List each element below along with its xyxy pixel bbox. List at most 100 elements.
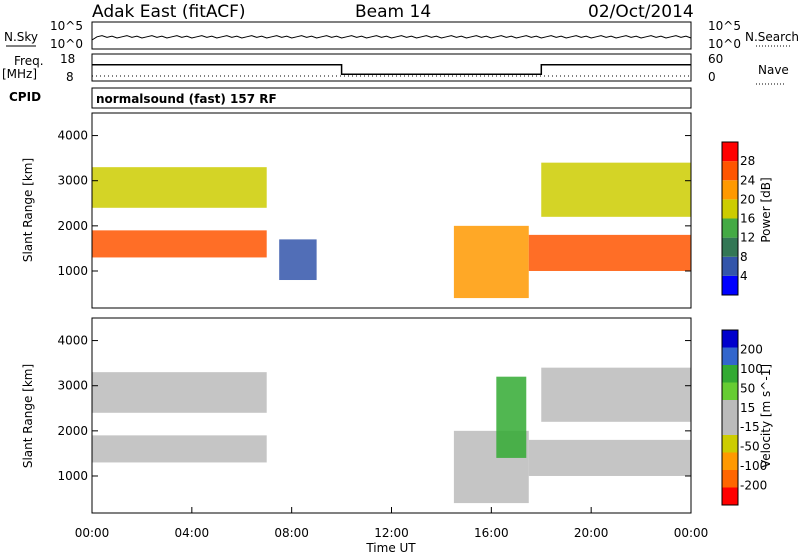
nsearch-label: N.Search [745,30,799,44]
colorbar-swatch [722,330,738,348]
colorbar-swatch [722,382,738,400]
ytick-label: 4000 [57,334,88,348]
colorbar-swatch [722,256,738,276]
velocity-region-5 [541,367,691,422]
time-axis-label: Time UT [365,541,416,554]
power-region-2 [279,239,317,281]
date-label: 02/Oct/2014 [588,2,694,22]
colorbar-swatch [722,347,738,365]
velocity-panel-data [92,367,691,504]
noise-left-tick-bottom: 10^0 [50,37,83,51]
power-region-5 [541,162,691,217]
colorbar-tick-label: -100 [740,459,767,473]
colorbar-tick-label: 12 [740,231,755,245]
power-colorbar-label: Power [dB] [759,177,773,242]
velocity-colorbar-label: Velocity [m s^-1] [759,364,773,468]
plot-title: Adak East (fitACF) [92,2,246,22]
velocity-region-3 [496,376,527,458]
colorbar-swatch [722,180,738,200]
noise-left-tick-top: 10^5 [50,19,83,33]
freq-unit: [MHz] [2,67,37,81]
colorbar-tick-label: -50 [740,440,760,454]
ytick-label: 1000 [57,264,88,278]
freq-right-tick-top: 60 [708,52,723,66]
noise-right-tick-top: 10^5 [708,19,741,33]
colorbar-tick-label: 16 [740,212,755,226]
ytick-label: 3000 [57,379,88,393]
power-panel: 4000 3000 2000 1000 Slant Range [km] [21,112,692,309]
ytick-label: 2000 [57,219,88,233]
colorbar-swatch [722,365,738,383]
xtick-label: 04:00 [175,526,210,540]
power-panel-data [92,162,691,299]
power-region-0 [92,230,267,258]
colorbar-swatch [722,400,738,418]
colorbar-tick-label: 24 [740,173,755,187]
velocity-region-1 [92,372,267,413]
colorbar-swatch [722,218,738,238]
cpid-label: CPID [9,90,41,104]
xtick-label: 20:00 [574,526,609,540]
velocity-xticks: 00:00 04:00 08:00 12:00 16:00 20:00 00:00 [75,507,709,540]
cpid-text: normalsound (fast) 157 RF [96,92,277,106]
colorbar-swatch [722,470,738,488]
nave-label: Nave [758,63,789,77]
colorbar-swatch [722,275,738,295]
nsky-label: N.Sky [4,30,38,44]
colorbar-tick-label: -15 [740,420,760,434]
frequency-trace [92,64,691,76]
freq-left-tick-top: 18 [60,52,75,66]
freq-right-tick-bottom: 0 [708,70,716,84]
velocity-panel: 4000 3000 2000 1000 00:00 04:00 08:00 12:00 16:… [21,317,709,554]
colorbar-tick-label: 200 [740,342,763,356]
colorbar-tick-label: -200 [740,479,767,493]
velocity-region-4 [528,439,691,476]
colorbar-frame [721,329,739,506]
noise-panel [91,21,692,50]
ytick-label: 1000 [57,469,88,483]
colorbar-swatch [722,161,738,181]
colorbar-swatch [722,452,738,470]
velocity-ylabel: Slant Range [km] [21,364,35,468]
colorbar-tick-label: 50 [740,381,755,395]
freq-left-tick-bottom: 8 [66,70,74,84]
power-colorbar: 28 24 20 16 12 8 4 [721,141,755,296]
power-panel-frame [91,112,692,309]
colorbar-frame [721,141,739,296]
colorbar-tick-label: 20 [740,192,755,206]
velocity-colorbar: 200 100 50 15 -15 -50 -100 -200 [721,329,767,506]
velocity-region-0 [92,435,267,463]
colorbar-swatch [722,487,738,505]
noise-right-tick-bottom: 10^0 [708,37,741,51]
velocity-yticks: 4000 3000 2000 1000 [57,334,691,483]
beam-label: Beam 14 [355,2,431,22]
colorbar-swatch [722,435,738,453]
power-yticks: 4000 3000 2000 1000 [57,129,691,278]
colorbar-swatch [722,199,738,219]
power-region-4 [528,234,691,271]
nsky-trace [91,35,692,49]
xtick-label: 00:00 [75,526,110,540]
colorbar-swatch [722,417,738,435]
xtick-label: 08:00 [274,526,309,540]
colorbar-swatch [722,142,738,162]
xtick-label: 16:00 [474,526,509,540]
colorbar-tick-label: 28 [740,154,755,168]
freq-label: Freq. [14,54,44,68]
power-region-3 [453,225,529,299]
xtick-label: 12:00 [374,526,409,540]
power-region-1 [92,167,267,208]
cpid-panel [91,87,692,109]
colorbar-swatch [722,237,738,257]
ytick-label: 2000 [57,424,88,438]
ytick-label: 3000 [57,174,88,188]
ytick-label: 4000 [57,129,88,143]
colorbar-tick-label: 15 [740,401,755,415]
power-ylabel: Slant Range [km] [21,158,35,262]
colorbar-tick-label: 100 [740,362,763,376]
colorbar-tick-label: 4 [740,269,748,283]
colorbar-tick-label: 8 [740,250,748,264]
xtick-label: 00:00 [674,526,709,540]
frequency-panel [91,53,692,82]
